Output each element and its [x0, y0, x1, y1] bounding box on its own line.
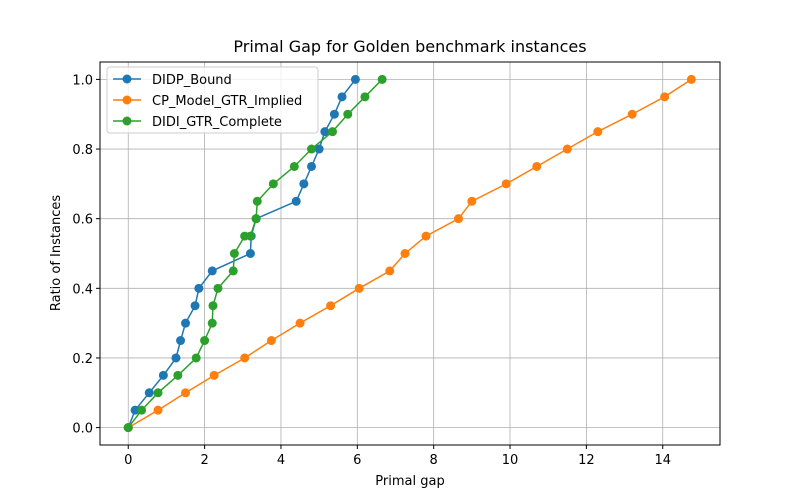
data-point [400, 249, 410, 258]
data-point [213, 283, 223, 293]
legend-item: DIDP_Bound [113, 73, 232, 88]
data-point [686, 74, 696, 84]
data-point [467, 196, 477, 206]
data-point [289, 161, 299, 171]
x-tick-label: 2 [200, 453, 208, 468]
data-point [385, 266, 395, 276]
data-point [337, 92, 347, 102]
data-point [144, 388, 154, 398]
series-line [127, 78, 383, 429]
legend-marker [122, 116, 132, 126]
x-tick-label: 4 [277, 453, 285, 468]
data-point [251, 214, 261, 224]
data-point [137, 405, 147, 415]
data-point [153, 405, 163, 415]
legend-marker [122, 74, 132, 84]
legend: DIDP_Bound CP_Model_GTR_Implied DIDI_GTR_C… [106, 66, 319, 134]
legend-item: CP_Model_GTR_Implied [113, 94, 302, 109]
x-tick-label: 12 [578, 453, 595, 468]
data-point [627, 109, 637, 119]
data-point [295, 318, 305, 328]
y-tick-label: 0.0 [72, 422, 93, 437]
data-point [209, 370, 219, 380]
data-point [228, 266, 238, 276]
data-point [266, 336, 276, 346]
series-didi-gtr-complete [123, 74, 387, 433]
data-point [245, 231, 255, 241]
data-point [229, 249, 239, 258]
data-point [354, 283, 364, 293]
series-cp-model-gtr-implied [123, 74, 696, 433]
data-point [343, 109, 353, 119]
data-point [171, 353, 181, 363]
legend-item: DIDI_GTR_Complete [113, 115, 282, 130]
data-point [291, 196, 301, 206]
legend-label: CP_Model_GTR_Implied [152, 94, 302, 109]
data-point [314, 144, 324, 154]
data-point [421, 231, 431, 241]
x-tick-label: 6 [353, 453, 361, 468]
data-point [176, 336, 186, 346]
data-point [240, 353, 250, 363]
data-point [377, 74, 387, 84]
data-point [130, 405, 140, 415]
data-point [153, 388, 163, 398]
data-point [173, 370, 183, 380]
data-point [453, 214, 463, 224]
data-point [245, 249, 255, 258]
data-point [350, 74, 360, 84]
data-point [200, 336, 210, 346]
data-point [123, 423, 133, 433]
data-point [307, 144, 317, 154]
data-point [360, 92, 370, 102]
legend-label: DIDP_Bound [152, 73, 232, 88]
data-point [307, 161, 317, 171]
x-axis-label: Primal gap [375, 474, 444, 489]
data-point [207, 318, 217, 328]
data-point [320, 127, 330, 137]
data-point [562, 144, 572, 154]
data-point [208, 301, 218, 311]
data-point [501, 179, 511, 189]
data-point [207, 266, 217, 276]
legend-marker [122, 95, 132, 105]
y-tick-label: 0.2 [72, 352, 93, 367]
data-point [326, 301, 336, 311]
data-point [268, 179, 278, 189]
data-point [329, 109, 339, 119]
data-point [194, 283, 204, 293]
legend-label: DIDI_GTR_Complete [152, 115, 282, 130]
series-layer [123, 74, 696, 433]
data-point [660, 92, 670, 102]
y-tick-label: 0.6 [72, 213, 93, 228]
plot-frame [99, 61, 721, 446]
data-point [593, 127, 603, 137]
x-tick-label: 14 [654, 453, 671, 468]
y-tick-label: 0.8 [72, 143, 93, 158]
y-tick-label: 0.4 [72, 282, 93, 297]
x-tick-label: 10 [502, 453, 519, 468]
y-tick-label: 1.0 [72, 73, 93, 88]
data-point [252, 196, 262, 206]
data-point [181, 388, 191, 398]
data-point [328, 127, 337, 137]
legend-box [106, 66, 319, 134]
data-point [191, 353, 201, 363]
x-tick-label: 0 [124, 453, 132, 468]
chart-title: Primal Gap for Golden benchmark instance… [233, 37, 586, 56]
data-point [190, 301, 200, 311]
data-point [181, 318, 191, 328]
data-point [158, 370, 168, 380]
y-axis-label: Ratio of Instances [49, 195, 64, 311]
data-point [299, 179, 309, 189]
axis-ticks: 0 2 4 6 8 10 12 14 0.0 0.2 0.4 0.6 0.8 1.0 [72, 73, 671, 468]
series-didp-bound [123, 74, 360, 433]
x-tick-label: 8 [430, 453, 438, 468]
data-point [532, 161, 542, 171]
